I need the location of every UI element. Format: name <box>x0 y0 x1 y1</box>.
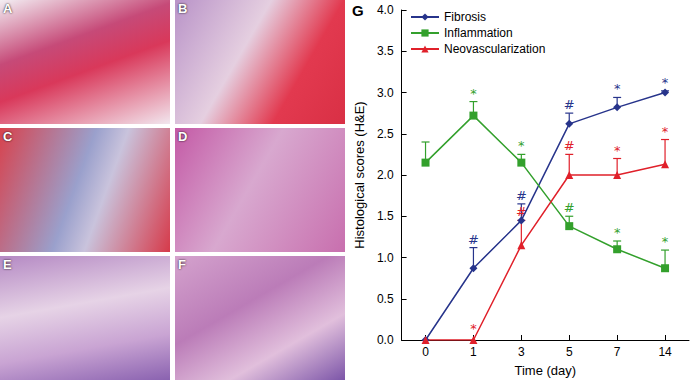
svg-text:0: 0 <box>422 345 429 359</box>
svg-text:Time (day): Time (day) <box>514 363 576 378</box>
svg-text:3: 3 <box>518 345 525 359</box>
svg-text:#: # <box>468 232 479 247</box>
svg-text:3.5: 3.5 <box>377 44 394 58</box>
svg-text:3.0: 3.0 <box>377 86 394 100</box>
svg-text:Fibrosis: Fibrosis <box>444 10 486 24</box>
svg-text:#: # <box>564 97 575 112</box>
html-text:G: G <box>352 2 364 19</box>
html-text:B: B <box>178 1 188 16</box>
svg-text:14: 14 <box>658 345 672 359</box>
svg-text:1.5: 1.5 <box>377 209 394 223</box>
svg-text:0.0: 0.0 <box>377 333 394 347</box>
svg-text:#: # <box>516 188 527 203</box>
svg-text:Neovascularization: Neovascularization <box>444 42 545 56</box>
svg-text:0.5: 0.5 <box>377 292 394 306</box>
svg-text:*: * <box>662 124 669 139</box>
svg-text:*: * <box>662 234 669 249</box>
html-text:A: A <box>3 1 13 16</box>
html-text:D: D <box>178 129 188 144</box>
svg-text:*: * <box>662 75 669 90</box>
html-text:C: C <box>3 129 13 144</box>
svg-text:#: # <box>564 200 575 215</box>
html-text:E: E <box>3 257 12 272</box>
html-text:F: F <box>178 257 186 272</box>
svg-text:*: * <box>614 225 621 240</box>
svg-text:2.5: 2.5 <box>377 127 394 141</box>
svg-text:2.0: 2.0 <box>377 168 394 182</box>
svg-text:#: # <box>564 138 575 153</box>
svg-text:1: 1 <box>470 345 477 359</box>
svg-text:*: * <box>614 143 621 158</box>
svg-text:7: 7 <box>614 345 621 359</box>
svg-text:5: 5 <box>566 345 573 359</box>
svg-text:Histological scores (H&E): Histological scores (H&E) <box>352 101 367 248</box>
svg-text:Inflammation: Inflammation <box>444 26 513 40</box>
svg-text:*: * <box>518 138 525 153</box>
svg-text:4.0: 4.0 <box>377 3 394 17</box>
svg-text:*: * <box>614 81 621 96</box>
svg-text:1.0: 1.0 <box>377 251 394 265</box>
svg-text:*: * <box>470 86 477 101</box>
